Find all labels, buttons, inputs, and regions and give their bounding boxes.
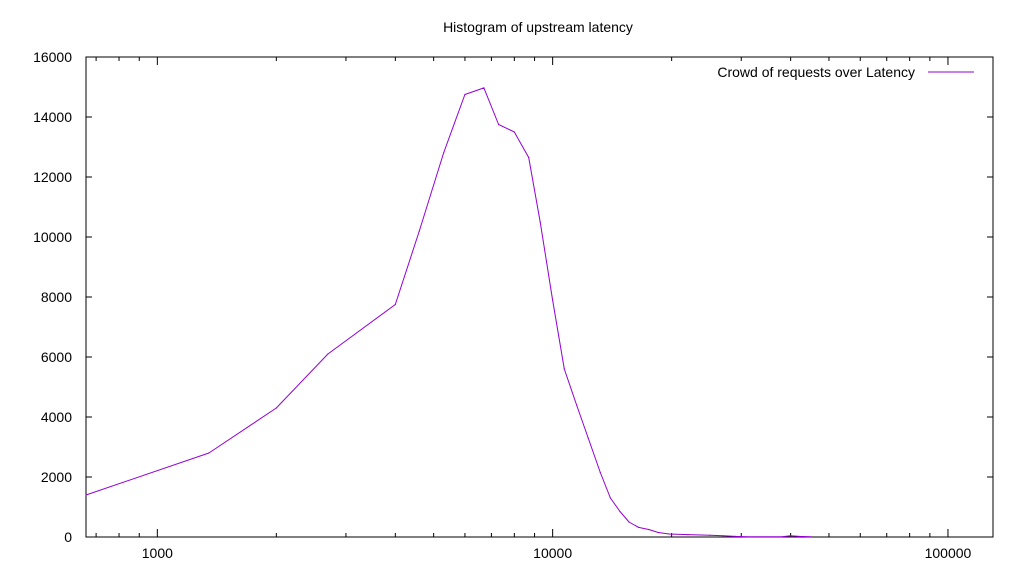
legend-label: Crowd of requests over Latency [717,64,915,80]
y-tick-label: 4000 [41,409,72,425]
y-tick-label: 16000 [33,49,72,65]
axis-tick-labels: 0 2000 4000 6000 8000 10000 12000 14000 16000 100… [33,49,971,561]
y-tick-label: 0 [64,529,72,545]
data-point [552,299,554,301]
data-point [576,404,578,406]
data-point [790,535,792,537]
data-point [528,156,530,159]
data-point [781,536,783,538]
data-point [609,497,612,499]
data-point [563,368,565,370]
chart-title: Histogram of upstream latency [443,19,633,35]
data-point [746,536,748,538]
data-point [638,526,640,529]
data-point [798,535,800,538]
x-tick-label: 10000 [533,545,572,561]
plot-area-frame [85,56,994,538]
legend: Crowd of requests over Latency [717,64,974,80]
data-point [498,123,500,126]
data-point [443,152,445,154]
data-point [394,303,396,306]
y-tick-label: 6000 [41,349,72,365]
y-tick-label: 8000 [41,289,72,305]
y-tick-label: 14000 [33,109,72,125]
data-point [687,534,689,536]
x-tick-label: 1000 [142,545,173,561]
data-point [709,534,711,536]
data-point [418,230,420,232]
y-tick-label: 2000 [41,469,72,485]
data-point [327,353,329,355]
data-point [734,535,737,538]
data-point [668,533,670,535]
data-point [513,131,515,133]
data-point [208,452,210,454]
series-line-crowd-of-requests [85,87,811,538]
data-point [722,535,724,537]
x-tick-label: 100000 [925,545,972,561]
data-point [587,437,589,439]
data-point [599,471,601,474]
y-tick-label: 12000 [33,169,72,185]
data-point [483,87,485,89]
y-tick-label: 10000 [33,229,72,245]
data-point [810,536,812,538]
data-point [275,407,277,409]
data-point [657,531,659,534]
data-point [464,93,466,96]
axis-ticks [86,56,993,538]
data-point [628,521,630,523]
data-point [619,510,621,513]
data-point [539,221,541,223]
data-point [85,494,87,496]
data-point [648,528,650,531]
series-points [85,87,812,538]
